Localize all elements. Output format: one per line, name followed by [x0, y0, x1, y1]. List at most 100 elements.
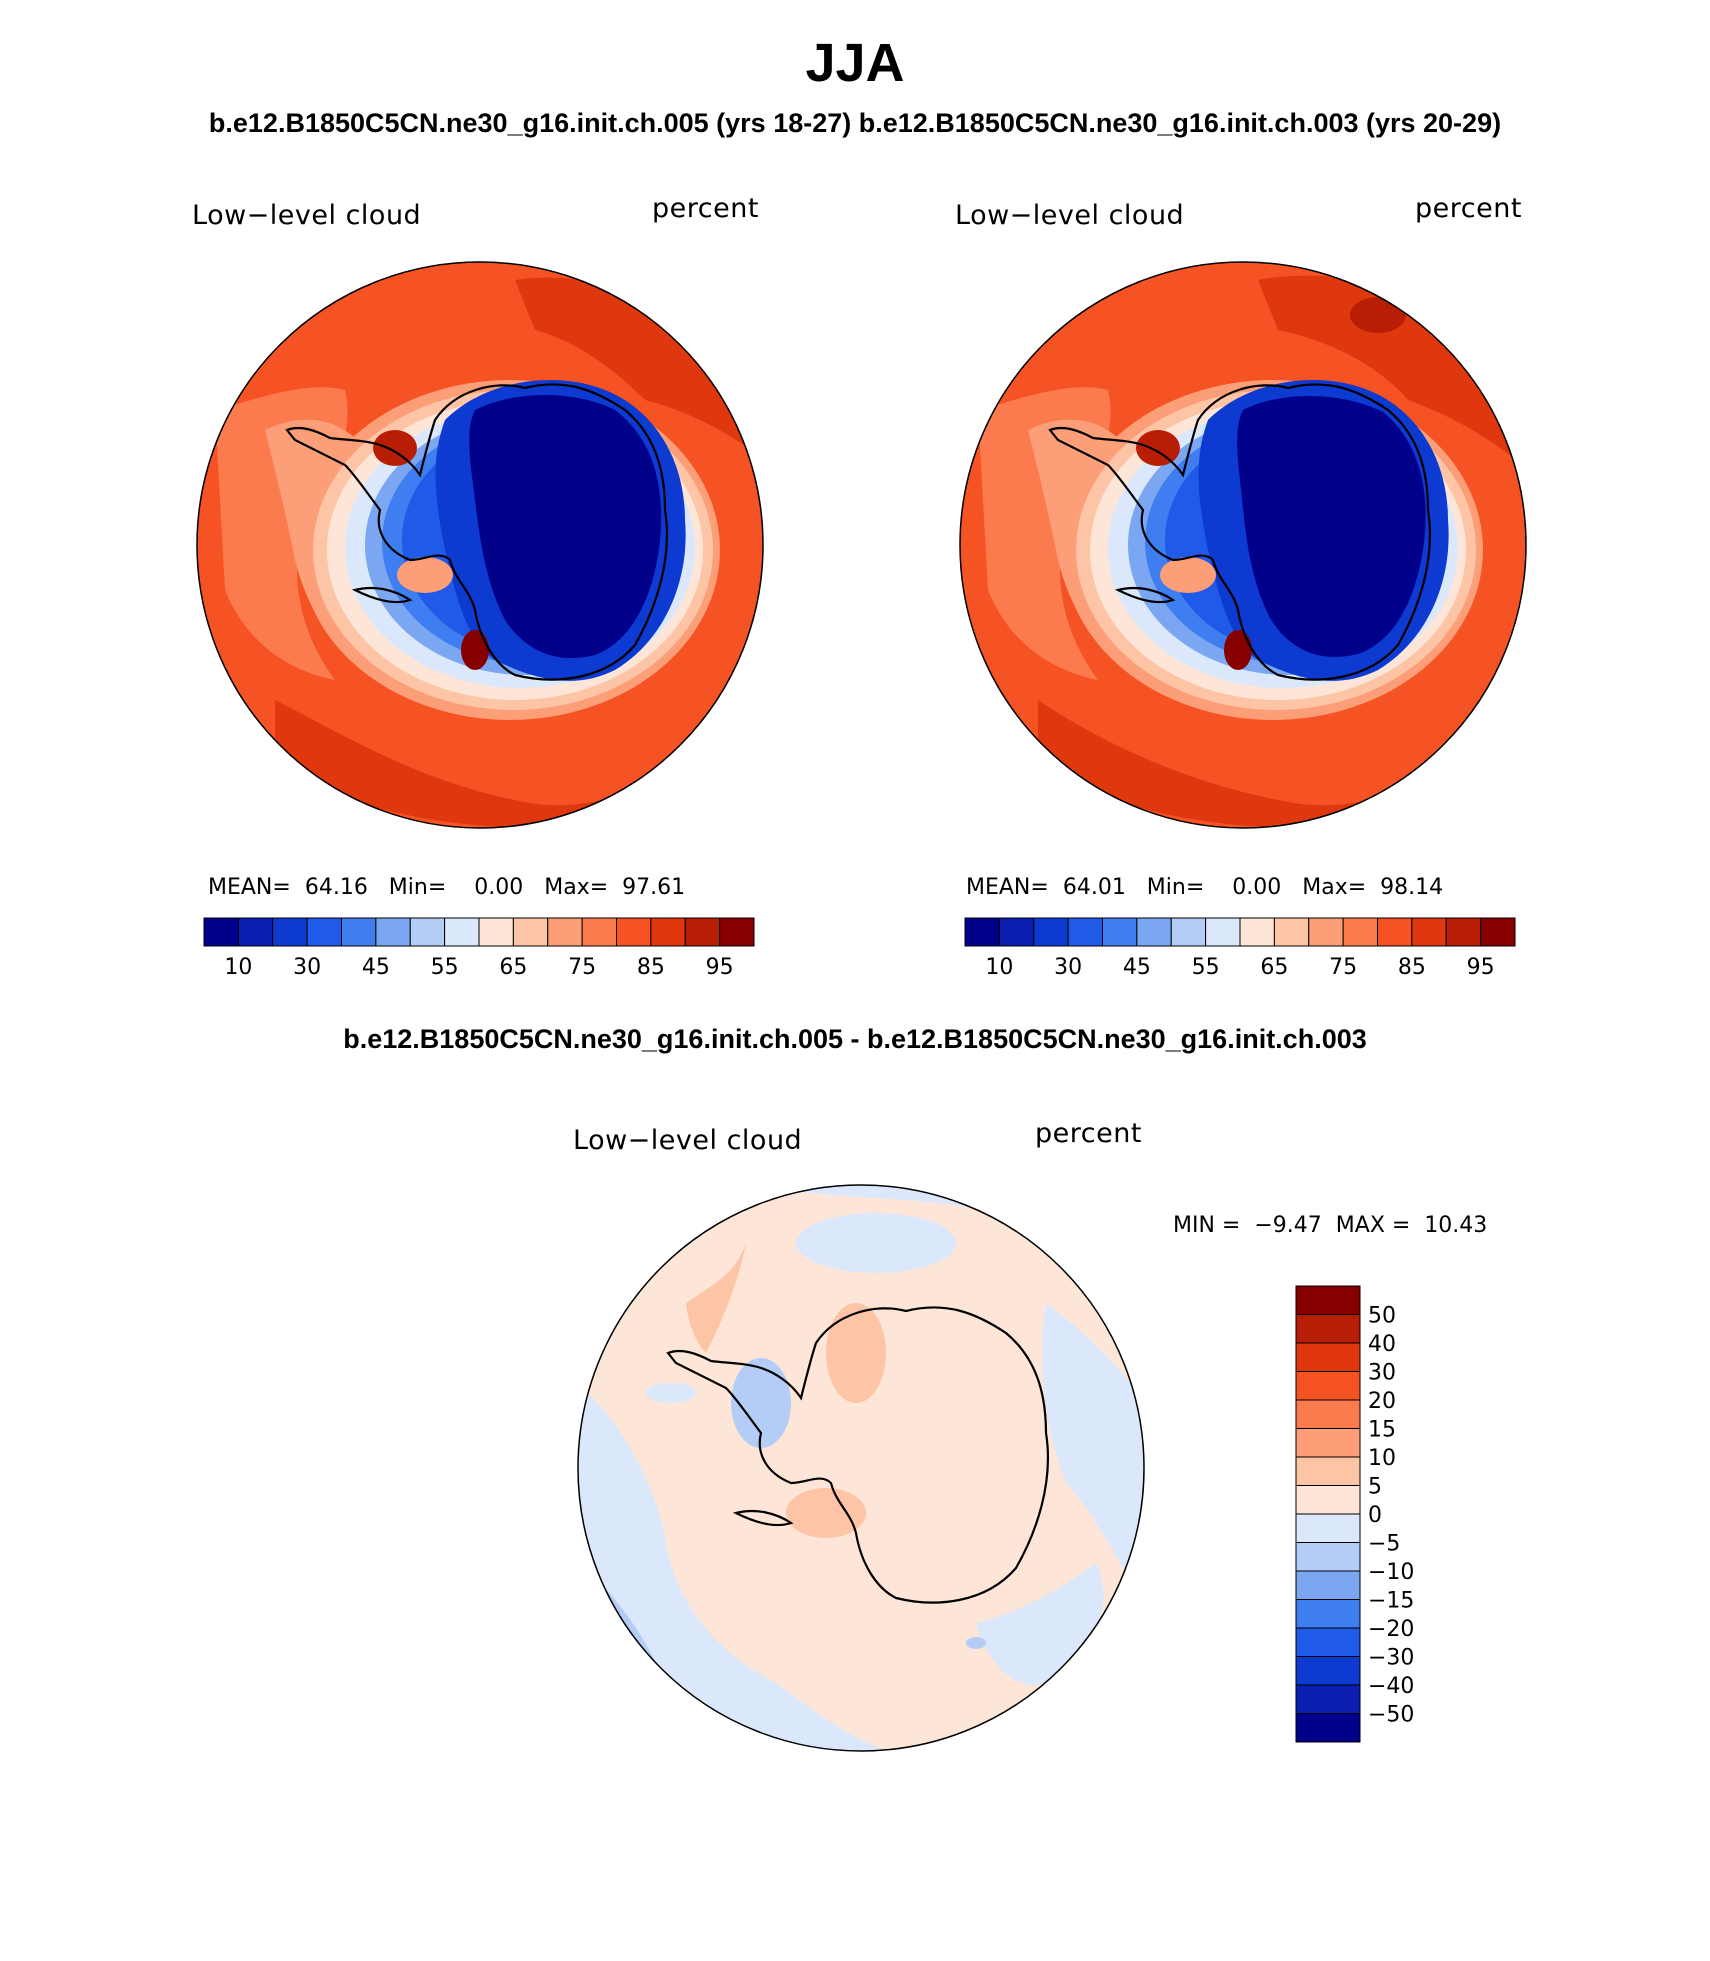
colorbar-swatch: [512, 917, 549, 947]
colorbar-swatch: [1411, 917, 1447, 947]
colorbar-tick-label: 40: [1368, 1332, 1396, 1357]
diff-units-label: percent: [1035, 1118, 1142, 1149]
colorbar-tick-label: 65: [1260, 955, 1288, 980]
colorbar-tick-label: 30: [1054, 955, 1082, 980]
colorbar-tick-label: 10: [985, 955, 1013, 980]
colorbar-swatch: [1295, 1542, 1361, 1572]
colorbar-tick-label: 45: [1123, 955, 1151, 980]
colorbar-swatch: [375, 917, 411, 947]
colorbar-swatch: [1295, 1599, 1361, 1629]
colorbar-swatch: [1295, 1627, 1361, 1657]
colorbar-swatch: [1295, 1371, 1361, 1401]
colorbar-tick-label: −40: [1368, 1674, 1414, 1699]
colorbar-swatch: [684, 917, 721, 947]
figure-title: JJA: [805, 33, 905, 93]
colorbar-tick-label: 0: [1368, 1503, 1382, 1528]
colorbar-swatch: [1295, 1513, 1361, 1543]
colorbar-swatch: [1170, 917, 1207, 947]
panel2-variable-label: Low−level cloud: [955, 200, 1185, 231]
colorbar-swatch: [306, 917, 342, 947]
colorbar-swatch: [1136, 917, 1172, 947]
colorbar-tick-label: 5: [1368, 1475, 1382, 1500]
colorbar-swatch: [1342, 917, 1378, 947]
colorbar-swatch: [1205, 917, 1241, 947]
colorbar-swatch: [341, 917, 377, 947]
colorbar-swatch: [1295, 1570, 1361, 1600]
colorbar-tick-label: 65: [499, 955, 527, 980]
colorbar-swatch: [719, 917, 755, 947]
panel1-variable-label: Low−level cloud: [192, 200, 422, 231]
colorbar-swatch: [237, 917, 274, 947]
colorbar-tick-label: −20: [1368, 1617, 1414, 1642]
colorbar-swatch: [478, 917, 514, 947]
colorbar-swatch: [1295, 1485, 1361, 1515]
colorbar-tick-label: 55: [431, 955, 459, 980]
colorbar-tick-label: −15: [1368, 1589, 1414, 1614]
colorbar-tick-label: 85: [637, 955, 665, 980]
map-boundary: [959, 261, 1527, 829]
panel1-units-label: percent: [652, 193, 759, 224]
colorbar-swatch: [1445, 917, 1482, 947]
colorbar-swatch: [650, 917, 686, 947]
colorbar-swatch: [1295, 1342, 1361, 1372]
colorbar-tick-label: 85: [1398, 955, 1426, 980]
colorbar-swatch: [1295, 1713, 1361, 1743]
antarctica-coastline: [285, 383, 669, 681]
colorbar-tick-label: 15: [1368, 1418, 1396, 1443]
colorbar-swatch: [1377, 917, 1413, 947]
colorbar-swatch: [1102, 917, 1138, 947]
colorbar-swatch: [1033, 917, 1069, 947]
colorbar-tick-label: 10: [1368, 1446, 1396, 1471]
map-boundary: [577, 1184, 1145, 1752]
figure-subtitle: b.e12.B1850C5CN.ne30_g16.init.ch.005 (yr…: [208, 108, 1502, 138]
colorbar-swatch: [272, 917, 308, 947]
colorbar-swatch: [1295, 1684, 1361, 1714]
difference-title: b.e12.B1850C5CN.ne30_g16.init.ch.005 - b…: [343, 1024, 1367, 1054]
panel2-colorbar: 10 30 45 55 65 75 85 95: [964, 917, 1516, 980]
colorbar-swatch: [409, 917, 446, 947]
diff-variable-label: Low−level cloud: [573, 1125, 803, 1156]
panel1-polar-map: [196, 261, 764, 829]
map-boundary: [196, 261, 764, 829]
colorbar-swatch: [1295, 1456, 1361, 1486]
antarctic-interior-low-cloud: [469, 395, 662, 659]
panel1-stats: MEAN= 64.16 Min= 0.00 Max= 97.61: [208, 875, 686, 900]
colorbar-tick-label: 95: [706, 955, 734, 980]
panel2-units-label: percent: [1415, 193, 1522, 224]
colorbar-swatch: [1273, 917, 1310, 947]
colorbar-tick-label: −10: [1368, 1560, 1414, 1585]
panel1-colorbar: 10 30 45 55 65 75 85 95: [203, 917, 755, 980]
colorbar-swatch: [1480, 917, 1516, 947]
colorbar-swatch: [1295, 1399, 1361, 1429]
colorbar-tick-label: 30: [1368, 1361, 1396, 1386]
colorbar-tick-label: 75: [1329, 955, 1357, 980]
antarctica-coastline: [1048, 383, 1432, 681]
negative-diff-region: [578, 1383, 896, 1751]
colorbar-swatch: [1067, 917, 1103, 947]
colorbar-tick-label: 75: [568, 955, 596, 980]
colorbar-tick-label: 55: [1192, 955, 1220, 980]
antarctic-interior-low-cloud: [1237, 395, 1426, 657]
colorbar-tick-label: 10: [224, 955, 252, 980]
colorbar-swatch: [1295, 1656, 1361, 1686]
colorbar-swatch: [581, 917, 617, 947]
colorbar-swatch: [444, 917, 480, 947]
colorbar-tick-label: 30: [293, 955, 321, 980]
colorbar-swatch: [1295, 1314, 1361, 1344]
colorbar-tick-label: 95: [1467, 955, 1495, 980]
colorbar-tick-label: 20: [1368, 1389, 1396, 1414]
colorbar-swatch: [998, 917, 1035, 947]
diff-stats: MIN = −9.47 MAX = 10.43: [1173, 1213, 1488, 1238]
difference-polar-map: [577, 1184, 1145, 1752]
colorbar-tick-label: −50: [1368, 1703, 1414, 1728]
panel2-polar-map: [959, 261, 1527, 829]
colorbar-swatch: [1239, 917, 1275, 947]
colorbar-tick-label: 50: [1368, 1304, 1396, 1329]
colorbar-swatch: [964, 917, 1000, 947]
colorbar-tick-label: 45: [362, 955, 390, 980]
panel2-stats: MEAN= 64.01 Min= 0.00 Max= 98.14: [966, 875, 1444, 900]
antarctica-coastline: [666, 1306, 1050, 1604]
colorbar-swatch: [616, 917, 652, 947]
colorbar-swatch: [203, 917, 239, 947]
